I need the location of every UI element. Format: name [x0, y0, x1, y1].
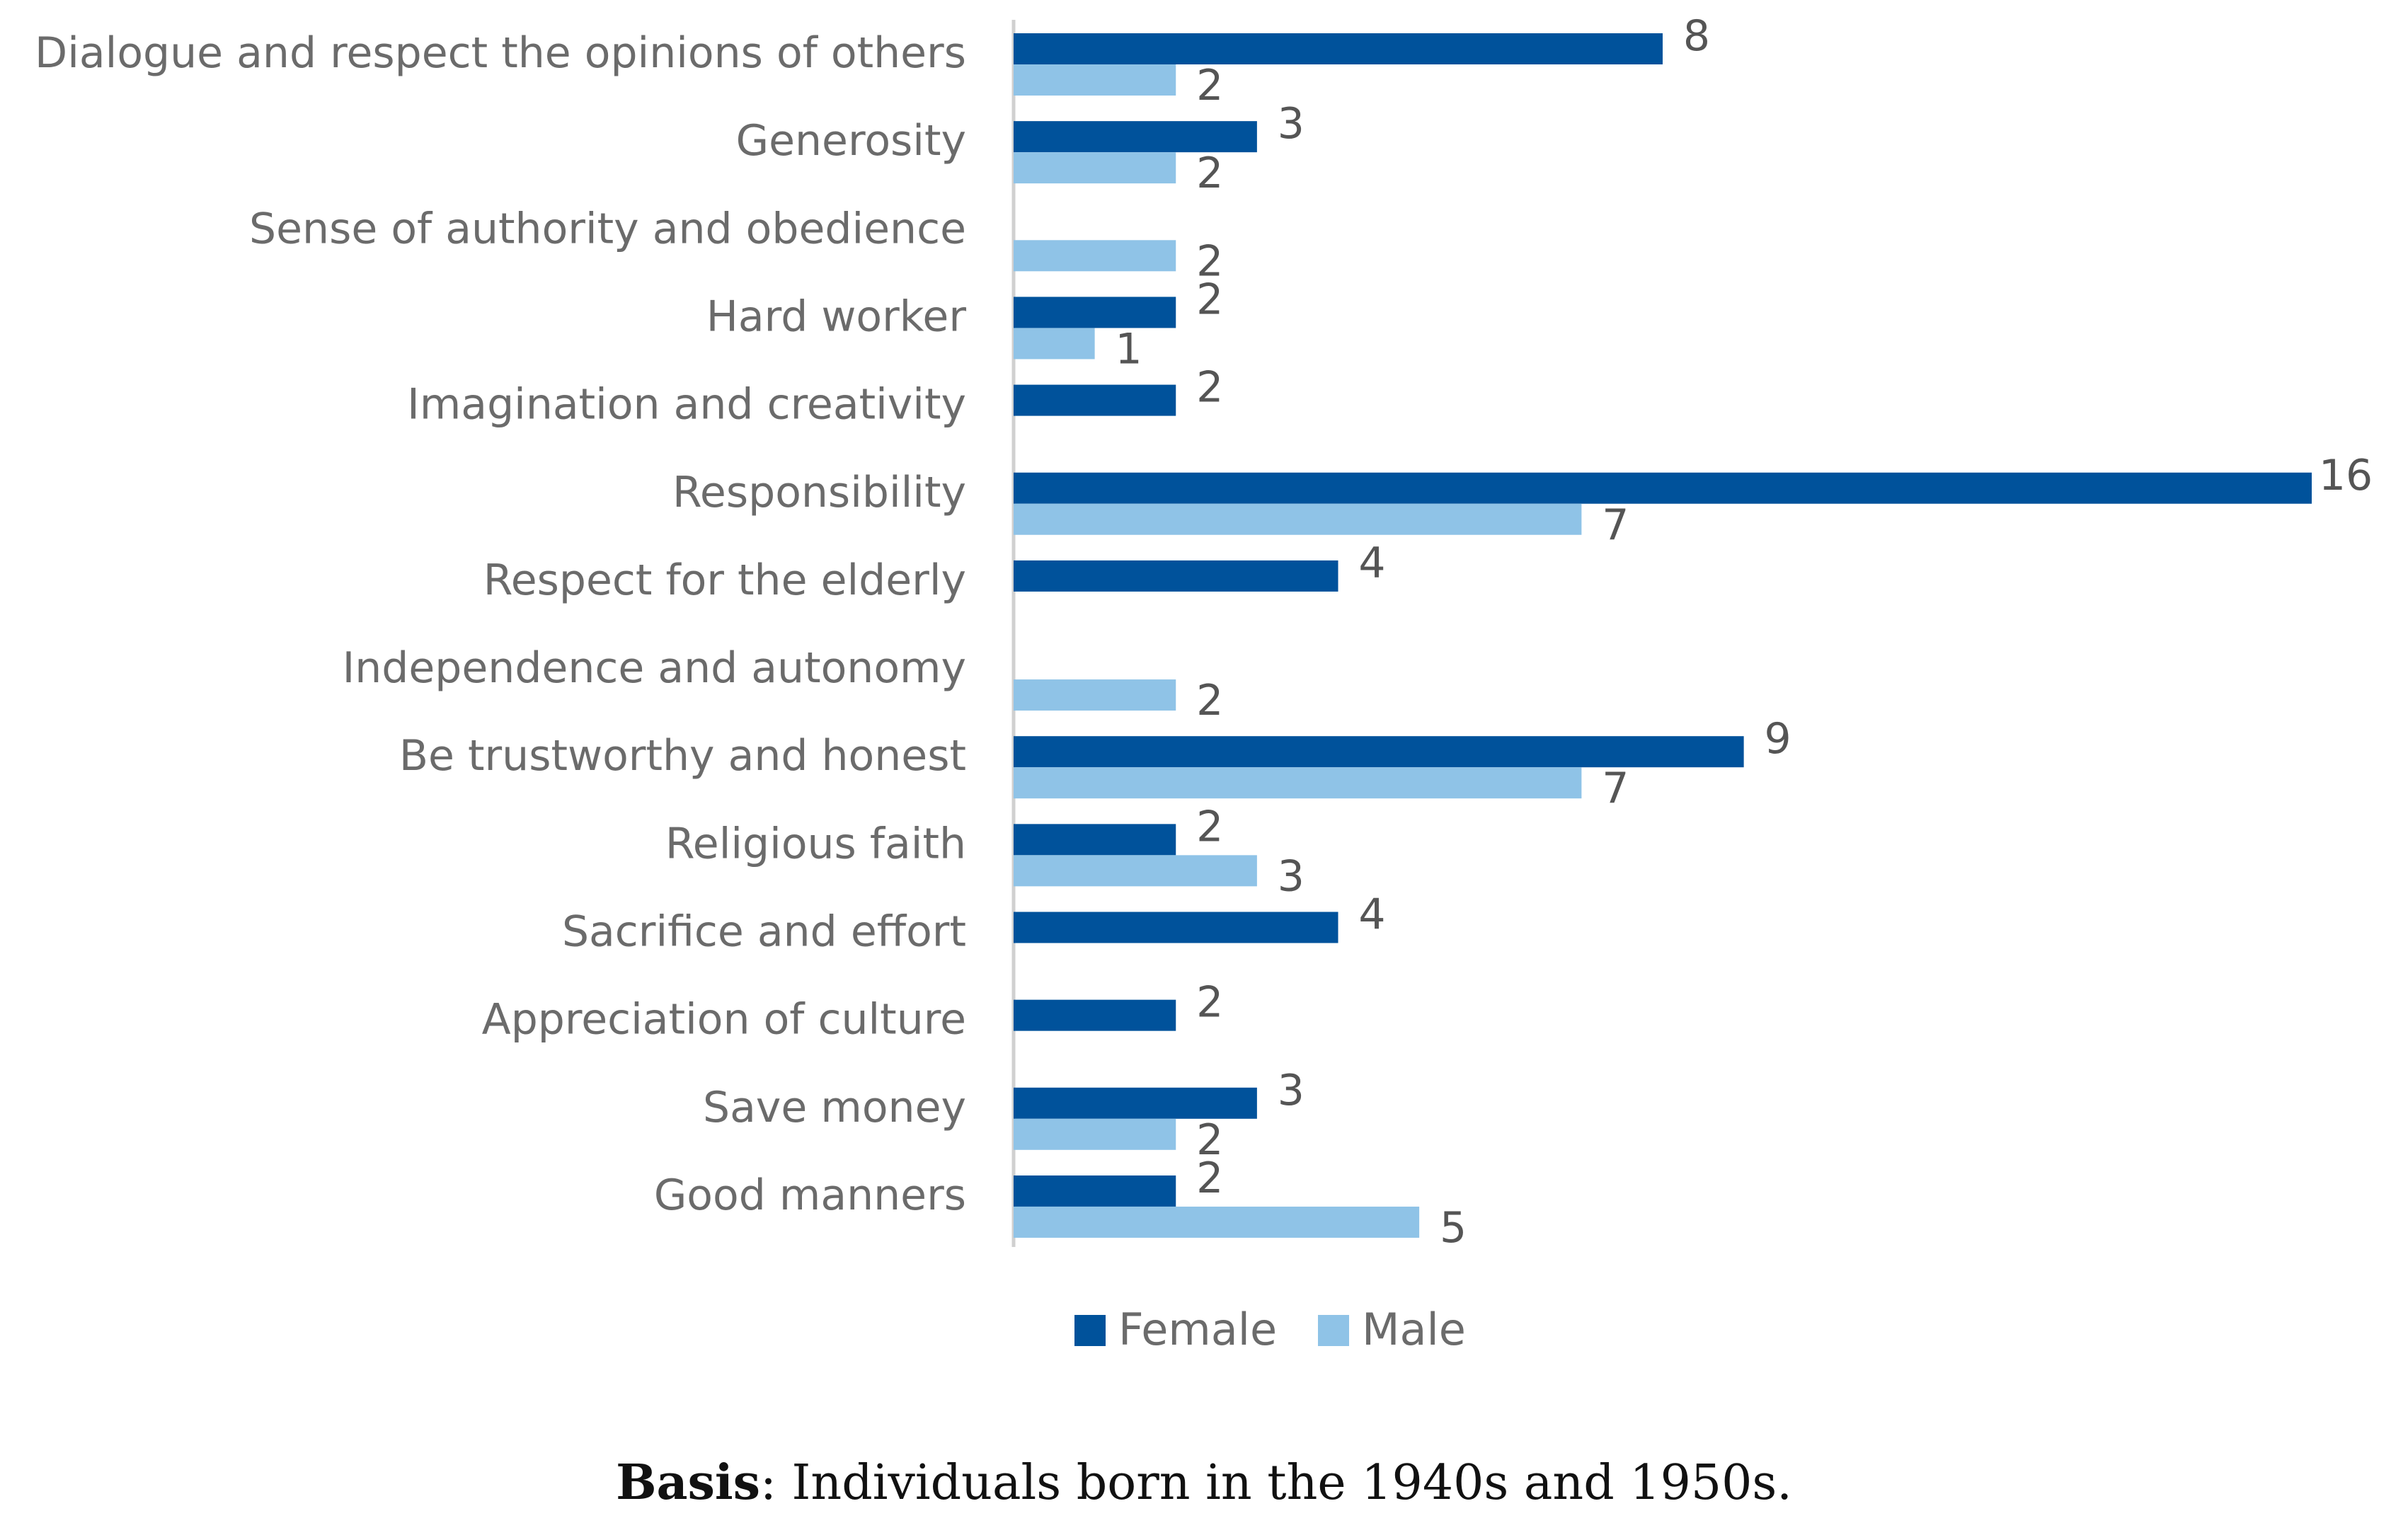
data-label-male: 2	[1196, 676, 1223, 725]
data-label-male: 2	[1196, 149, 1223, 198]
category-label: Appreciation of culture	[482, 995, 966, 1045]
data-label-female: 4	[1358, 890, 1385, 940]
bar-female	[1014, 824, 1176, 856]
bar-male	[1014, 679, 1176, 711]
data-label-female: 8	[1683, 11, 1710, 61]
bar-female	[1014, 1175, 1176, 1207]
bar-female	[1014, 33, 1663, 64]
category-label: Imagination and creativity	[407, 380, 966, 430]
caption-text: : Individuals born in the 1940s and 1950…	[760, 1455, 1792, 1511]
bar-male	[1014, 152, 1176, 184]
caption-bold: Basis	[616, 1454, 761, 1511]
data-label-female: 4	[1358, 539, 1385, 588]
category-label: Sacrifice and effort	[562, 907, 966, 957]
category-label: Good manners	[654, 1171, 966, 1220]
category-label: Generosity	[736, 116, 966, 166]
legend: Female Male	[1074, 1304, 1466, 1355]
bar-male	[1014, 240, 1176, 272]
data-label-female: 16	[2319, 451, 2373, 500]
bar-female	[1014, 999, 1176, 1031]
bar-male	[1014, 1206, 1420, 1238]
data-label-female: 3	[1278, 1066, 1305, 1115]
legend-label-male: Male	[1362, 1304, 1466, 1355]
category-label: Religious faith	[665, 819, 966, 868]
bar-male	[1014, 328, 1095, 360]
legend-label-female: Female	[1118, 1304, 1277, 1355]
data-label-female: 3	[1278, 99, 1305, 149]
category-label: Independence and autonomy	[343, 643, 966, 693]
category-labels: Dialogue and respect the opinions of oth…	[35, 28, 966, 1220]
data-label-female: 2	[1196, 978, 1223, 1028]
category-label: Be trustworthy and honest	[399, 731, 966, 781]
bar-male	[1014, 64, 1176, 96]
category-label: Respect for the elderly	[483, 556, 966, 605]
category-label: Hard worker	[706, 292, 967, 341]
data-label-male: 1	[1116, 324, 1142, 374]
bar-female	[1014, 560, 1338, 592]
category-label: Responsibility	[672, 468, 966, 517]
data-label-male: 2	[1196, 61, 1223, 110]
chart-caption: Basis: Individuals born in the 1940s and…	[0, 1454, 2408, 1511]
data-label-male: 7	[1602, 764, 1629, 813]
category-label: Dialogue and respect the opinions of oth…	[35, 28, 966, 78]
category-label: Sense of authority and obedience	[249, 204, 966, 253]
bar-female	[1014, 472, 2312, 504]
bar-male	[1014, 1118, 1176, 1150]
bar-female	[1014, 1087, 1257, 1119]
data-label-male: 3	[1278, 851, 1305, 901]
data-label-female: 2	[1196, 1154, 1223, 1203]
category-label: Save money	[703, 1083, 966, 1132]
bar-female	[1014, 297, 1176, 328]
data-label-male: 5	[1440, 1203, 1467, 1253]
bar-male	[1014, 855, 1257, 887]
data-label-male: 2	[1196, 236, 1223, 286]
bars	[1014, 33, 2312, 1238]
data-label-female: 2	[1196, 802, 1223, 851]
data-label-female: 2	[1196, 363, 1223, 413]
bar-female	[1014, 912, 1338, 943]
data-label-male: 2	[1196, 1115, 1223, 1165]
legend-swatch-male	[1318, 1315, 1349, 1346]
bar-female	[1014, 384, 1176, 416]
bar-male	[1014, 503, 1582, 535]
bar-female	[1014, 121, 1257, 153]
data-label-male: 7	[1602, 500, 1629, 550]
bar-male	[1014, 767, 1582, 799]
data-label-female: 9	[1765, 714, 1791, 764]
legend-swatch-female	[1074, 1315, 1106, 1346]
bar-chart: Dialogue and respect the opinions of oth…	[35, 11, 2373, 1355]
data-label-female: 2	[1196, 275, 1223, 324]
bar-female	[1014, 736, 1744, 768]
